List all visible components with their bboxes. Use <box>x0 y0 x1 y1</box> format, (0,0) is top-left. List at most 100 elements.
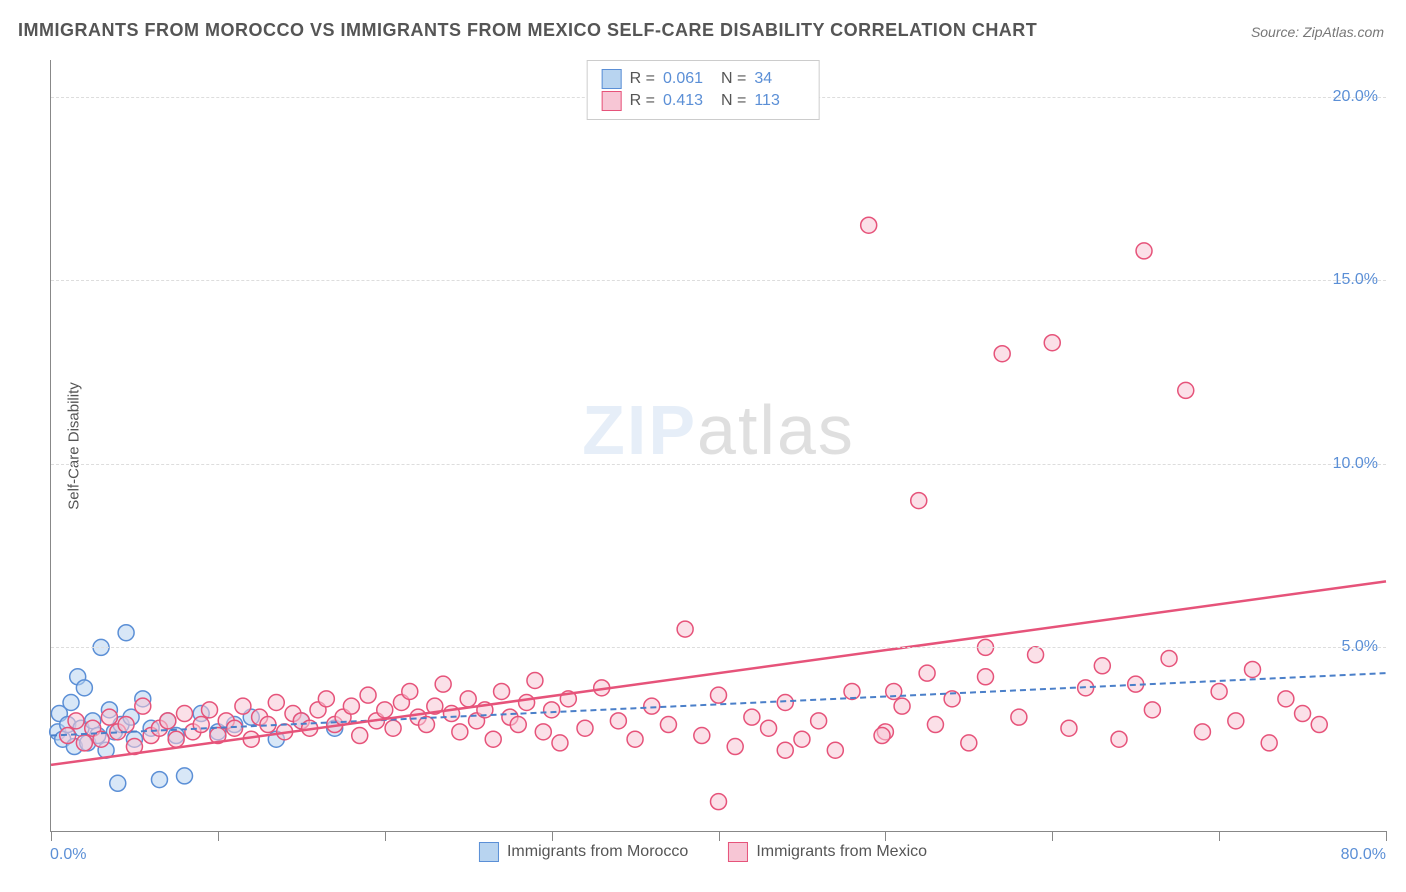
x-tick <box>1219 831 1220 841</box>
y-tick-label: 10.0% <box>1333 455 1378 473</box>
y-tick-label: 5.0% <box>1342 638 1378 656</box>
data-point <box>777 742 793 758</box>
legend-swatch <box>479 842 499 862</box>
data-point <box>627 731 643 747</box>
data-point <box>978 669 994 685</box>
data-point <box>151 772 167 788</box>
data-point <box>1144 702 1160 718</box>
data-point <box>1211 683 1227 699</box>
data-point <box>727 739 743 755</box>
data-point <box>118 717 134 733</box>
legend-series-label: Immigrants from Mexico <box>756 843 927 861</box>
data-point <box>402 683 418 699</box>
data-point <box>744 709 760 725</box>
x-tick <box>552 831 553 841</box>
data-point <box>919 665 935 681</box>
data-point <box>994 346 1010 362</box>
data-point <box>193 717 209 733</box>
legend-series-item: Immigrants from Mexico <box>728 842 927 862</box>
data-point <box>268 695 284 711</box>
data-point <box>660 717 676 733</box>
data-point <box>202 702 218 718</box>
n-label: N = <box>721 92 746 110</box>
data-point <box>610 713 626 729</box>
data-point <box>1278 691 1294 707</box>
data-point <box>1228 713 1244 729</box>
data-point <box>510 717 526 733</box>
data-point <box>1044 335 1060 351</box>
data-point <box>827 742 843 758</box>
data-point <box>527 672 543 688</box>
data-point <box>1161 650 1177 666</box>
chart-title: IMMIGRANTS FROM MOROCCO VS IMMIGRANTS FR… <box>18 20 1037 41</box>
data-point <box>1028 647 1044 663</box>
data-point <box>1178 382 1194 398</box>
data-point <box>761 720 777 736</box>
data-point <box>535 724 551 740</box>
data-point <box>343 698 359 714</box>
data-point <box>227 720 243 736</box>
data-point <box>110 775 126 791</box>
data-point <box>874 728 890 744</box>
legend-swatch <box>602 91 622 111</box>
x-axis-end-label: 80.0% <box>1341 846 1386 864</box>
legend-correlation: R =0.061N =34R =0.413N =113 <box>587 60 820 120</box>
data-point <box>1111 731 1127 747</box>
data-point <box>68 713 84 729</box>
data-point <box>677 621 693 637</box>
y-tick-label: 15.0% <box>1333 271 1378 289</box>
data-point <box>177 768 193 784</box>
r-value: 0.061 <box>663 70 713 88</box>
x-tick <box>1052 831 1053 841</box>
legend-series-label: Immigrants from Morocco <box>507 843 688 861</box>
data-point <box>63 695 79 711</box>
data-point <box>1295 706 1311 722</box>
data-point <box>1011 709 1027 725</box>
data-point <box>168 731 184 747</box>
r-label: R = <box>630 92 655 110</box>
data-point <box>552 735 568 751</box>
data-point <box>135 698 151 714</box>
x-tick <box>719 831 720 841</box>
data-point <box>577 720 593 736</box>
data-point <box>711 687 727 703</box>
legend-swatch <box>728 842 748 862</box>
plot-area: ZIPatlas 5.0%10.0%15.0%20.0% <box>50 60 1386 832</box>
data-point <box>118 625 134 641</box>
data-point <box>927 717 943 733</box>
data-point <box>844 683 860 699</box>
data-point <box>1194 724 1210 740</box>
data-point <box>76 680 92 696</box>
data-point <box>385 720 401 736</box>
data-point <box>1311 717 1327 733</box>
data-point <box>360 687 376 703</box>
x-tick <box>51 831 52 841</box>
x-tick <box>885 831 886 841</box>
data-point <box>1245 661 1261 677</box>
data-point <box>711 794 727 810</box>
data-point <box>76 735 92 751</box>
data-point <box>519 695 535 711</box>
data-point <box>794 731 810 747</box>
grid-line <box>51 464 1386 465</box>
legend-correlation-row: R =0.413N =113 <box>602 91 805 111</box>
plot-svg <box>51 60 1386 831</box>
data-point <box>352 728 368 744</box>
data-point <box>318 691 334 707</box>
data-point <box>452 724 468 740</box>
data-point <box>377 702 393 718</box>
data-point <box>1094 658 1110 674</box>
data-point <box>177 706 193 722</box>
trend-line <box>51 581 1386 765</box>
data-point <box>544 702 560 718</box>
data-point <box>694 728 710 744</box>
n-value: 113 <box>754 92 804 110</box>
legend-swatch <box>602 69 622 89</box>
legend-correlation-row: R =0.061N =34 <box>602 69 805 89</box>
chart-container: IMMIGRANTS FROM MOROCCO VS IMMIGRANTS FR… <box>0 0 1406 892</box>
r-label: R = <box>630 70 655 88</box>
data-point <box>1061 720 1077 736</box>
grid-line <box>51 280 1386 281</box>
n-value: 34 <box>754 70 804 88</box>
x-tick <box>218 831 219 841</box>
